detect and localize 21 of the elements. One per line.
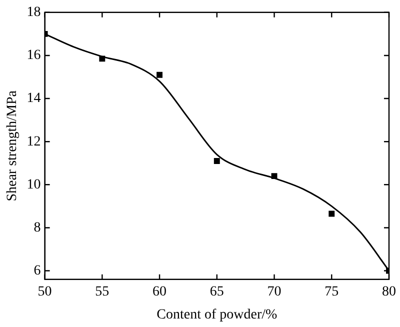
y-tick-label: 18 xyxy=(26,5,41,20)
x-tick-label: 80 xyxy=(382,284,396,300)
x-tick-label: 70 xyxy=(267,284,282,300)
x-tick-label: 50 xyxy=(38,284,52,300)
y-tick-label: 16 xyxy=(26,48,41,64)
y-tick-label: 10 xyxy=(26,177,41,192)
x-tick-label: 55 xyxy=(95,284,110,300)
point xyxy=(271,173,278,180)
y-tick-label: 12 xyxy=(26,134,41,150)
x-tick-label: 60 xyxy=(152,284,167,300)
y-tick-label: 6 xyxy=(34,263,41,278)
point xyxy=(328,210,335,217)
point xyxy=(156,72,163,78)
y-tick-label: 14 xyxy=(26,91,41,106)
point xyxy=(99,56,106,62)
x-tick-label: 75 xyxy=(324,284,339,300)
y-tick-label: 8 xyxy=(34,220,41,236)
y-axis-title: Shear strength/MPa xyxy=(5,90,20,202)
point xyxy=(214,158,220,164)
x-tick-label: 65 xyxy=(210,284,224,300)
x-axis-title: Content of powder/% xyxy=(156,307,278,322)
